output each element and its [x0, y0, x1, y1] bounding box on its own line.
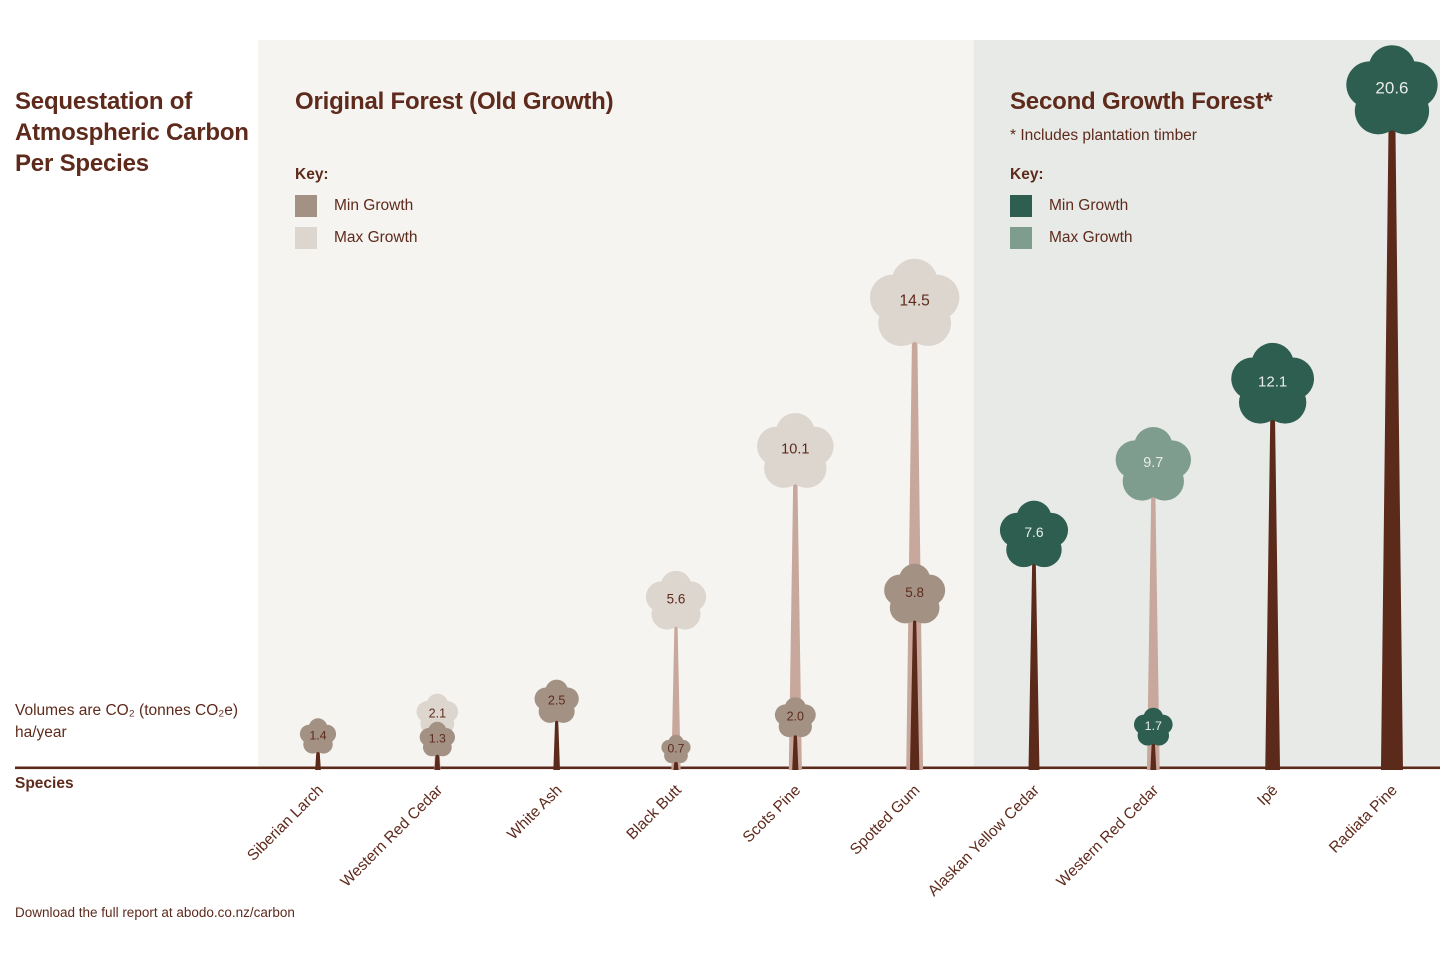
species-label-black-butt: Black Butt [623, 781, 685, 843]
tree-group-western-red-cedar: 9.7 1.7 [1115, 427, 1191, 770]
max-growth-swatch [295, 227, 317, 249]
legend-label: Max Growth [1049, 229, 1133, 246]
tree-value-label: 7.6 [1024, 524, 1044, 540]
tree-value-label: 2.5 [548, 694, 566, 708]
volumes-note-line: ha/year [15, 724, 67, 741]
max-growth-swatch [1010, 227, 1032, 249]
second-growth-panel-subtitle: * Includes plantation timber [1010, 127, 1197, 144]
species-label-western-red-cedar: Western Red Cedar [1053, 782, 1162, 891]
page-title-line: Atmospheric Carbon [15, 119, 249, 146]
volumes-note: Volumes are CO₂ (tonnes CO₂e) ha/year [15, 700, 265, 744]
tree-value-label: 5.6 [667, 591, 686, 606]
tree-value-label: 14.5 [899, 293, 930, 310]
legend-label: Min Growth [334, 197, 414, 214]
tree-group-siberian-larch: 1.4 [299, 718, 337, 770]
tree-value-label: 12.1 [1258, 373, 1287, 390]
species-label-ip-: Ipē [1254, 782, 1281, 809]
tree-group-ip-: 12.1 [1231, 342, 1315, 770]
tree-group-white-ash: 2.5 [534, 679, 579, 770]
old-growth-key-label: Key: [295, 166, 329, 183]
tree-group-alaskan-yellow-cedar: 7.6 [999, 500, 1069, 770]
min-growth-swatch [295, 195, 317, 217]
second-growth-panel-title: Second Growth Forest* [1010, 88, 1273, 115]
tree-value-label: 1.7 [1145, 719, 1162, 733]
second-growth-legend: Min Growth Max Growth [1010, 195, 1133, 249]
old-growth-panel-title: Original Forest (Old Growth) [295, 88, 614, 115]
species-label-siberian-larch: Siberian Larch [244, 782, 327, 865]
species-label-scots-pine: Scots Pine [740, 782, 804, 846]
min-growth-swatch [1010, 195, 1032, 217]
legend-label: Max Growth [334, 229, 418, 246]
species-axis-label: Species [15, 775, 74, 792]
legend-row-max-growth: Max Growth [295, 227, 418, 249]
species-label-spotted-gum: Spotted Gum [847, 782, 924, 859]
panel-old-growth-background [258, 40, 974, 768]
tree-value-label: 5.8 [905, 585, 924, 600]
legend-row-min-growth: Min Growth [1010, 195, 1133, 217]
tree-value-label: 20.6 [1375, 78, 1408, 97]
tree-value-label: 2.0 [787, 710, 804, 724]
species-label-white-ash: White Ash [504, 782, 565, 843]
footer-report-link-text: Download the full report at abodo.co.nz/… [15, 905, 295, 920]
tree-value-label: 1.3 [429, 731, 446, 745]
tree-group-radiata-pine: 20.6 [1346, 45, 1438, 770]
page-title-line: Sequestation of [15, 88, 193, 115]
page-title: Sequestation of Atmospheric Carbon Per S… [15, 86, 249, 179]
tree-value-label: 1.4 [309, 728, 326, 742]
legend-row-min-growth: Min Growth [295, 195, 418, 217]
tree-group-scots-pine: 10.1 2.0 [756, 412, 834, 770]
old-growth-legend: Min Growth Max Growth [295, 195, 418, 249]
species-label-radiata-pine: Radiata Pine [1326, 782, 1401, 857]
legend-label: Min Growth [1049, 197, 1129, 214]
x-axis-baseline [15, 766, 1440, 770]
volumes-note-line: Volumes are CO₂ (tonnes CO₂e) [15, 702, 239, 719]
page-title-line: Per Species [15, 150, 149, 177]
panel-second-growth-background [974, 40, 1440, 768]
species-label-western-red-cedar: Western Red Cedar [337, 782, 446, 891]
second-growth-key-label: Key: [1010, 166, 1044, 183]
tree-group-black-butt: 5.6 0.7 [645, 570, 707, 770]
tree-value-label: 2.1 [429, 706, 446, 720]
tree-value-label: 9.7 [1143, 455, 1163, 471]
tree-value-label: 10.1 [781, 442, 809, 458]
tree-group-western-red-cedar: 2.1 1.3 [416, 693, 459, 770]
species-label-alaskan-yellow-cedar: Alaskan Yellow Cedar [925, 782, 1043, 900]
tree-value-label: 0.7 [668, 741, 685, 755]
legend-row-max-growth: Max Growth [1010, 227, 1133, 249]
tree-group-spotted-gum: 14.5 5.8 [869, 258, 960, 770]
